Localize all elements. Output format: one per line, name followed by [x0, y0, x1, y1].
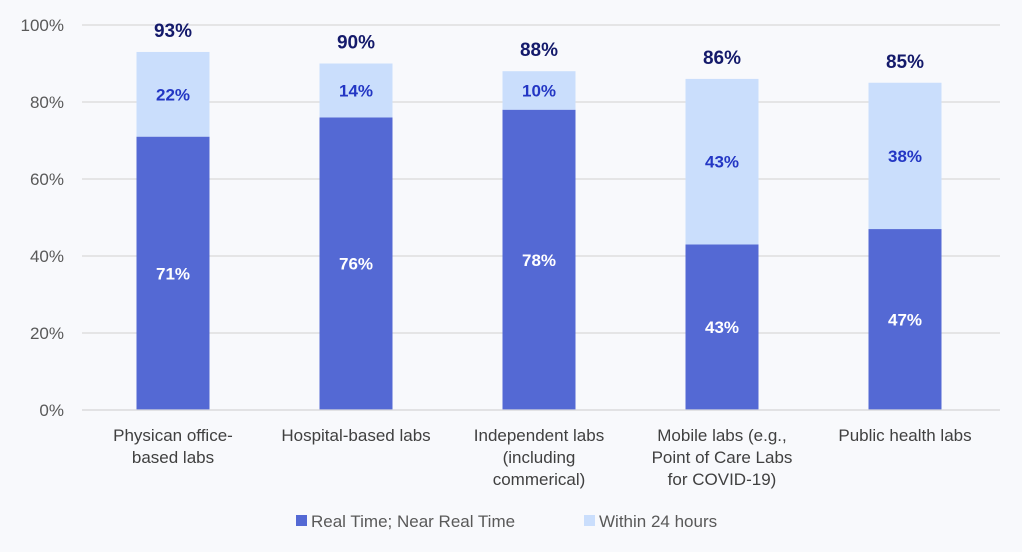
y-tick-label: 100%	[21, 16, 64, 35]
x-tick-label: based labs	[132, 448, 214, 467]
bar-segment	[319, 117, 393, 411]
total-label: 88%	[520, 40, 558, 61]
y-tick-label: 40%	[30, 247, 64, 266]
y-tick-label: 60%	[30, 170, 64, 189]
x-tick-label: Hospital-based labs	[281, 426, 430, 445]
data-label: 14%	[339, 81, 373, 100]
bar-segment	[868, 229, 942, 410]
bar-segment	[502, 109, 576, 410]
total-label: 93%	[154, 21, 192, 42]
x-tick-label: Mobile labs (e.g.,	[657, 426, 786, 445]
y-tick-label: 20%	[30, 324, 64, 343]
bar-segment	[868, 82, 942, 230]
data-label: 78%	[522, 251, 556, 270]
data-label: 71%	[156, 264, 190, 283]
y-tick-label: 80%	[30, 93, 64, 112]
bar-segment	[136, 51, 210, 137]
x-tick-label: for COVID-19)	[668, 470, 777, 489]
x-tick-label: Independent labs	[474, 426, 604, 445]
y-tick-label: 0%	[39, 401, 64, 420]
legend-swatch	[584, 515, 595, 526]
x-tick-label: Public health labs	[838, 426, 971, 445]
x-tick-label: Point of Care Labs	[652, 448, 793, 467]
x-tick-label: (including	[503, 448, 576, 467]
x-tick-label: commerical)	[493, 470, 586, 489]
total-label: 85%	[886, 52, 924, 73]
data-label: 22%	[156, 85, 190, 104]
data-label: 10%	[522, 81, 556, 100]
data-label: 47%	[888, 311, 922, 330]
data-label: 38%	[888, 147, 922, 166]
x-tick-label: Physican office-	[113, 426, 233, 445]
total-label: 90%	[337, 33, 375, 54]
legend-swatch	[296, 515, 307, 526]
bar-segment	[502, 71, 576, 110]
legend-label: Real Time; Near Real Time	[311, 512, 515, 531]
bar-segment	[319, 63, 393, 118]
bar-segment	[136, 136, 210, 410]
data-label: 43%	[705, 318, 739, 337]
data-label: 76%	[339, 255, 373, 274]
data-label: 43%	[705, 153, 739, 172]
bar-segment	[685, 244, 759, 410]
legend-label: Within 24 hours	[599, 512, 717, 531]
bar-segment	[685, 78, 759, 245]
total-label: 86%	[703, 48, 741, 69]
